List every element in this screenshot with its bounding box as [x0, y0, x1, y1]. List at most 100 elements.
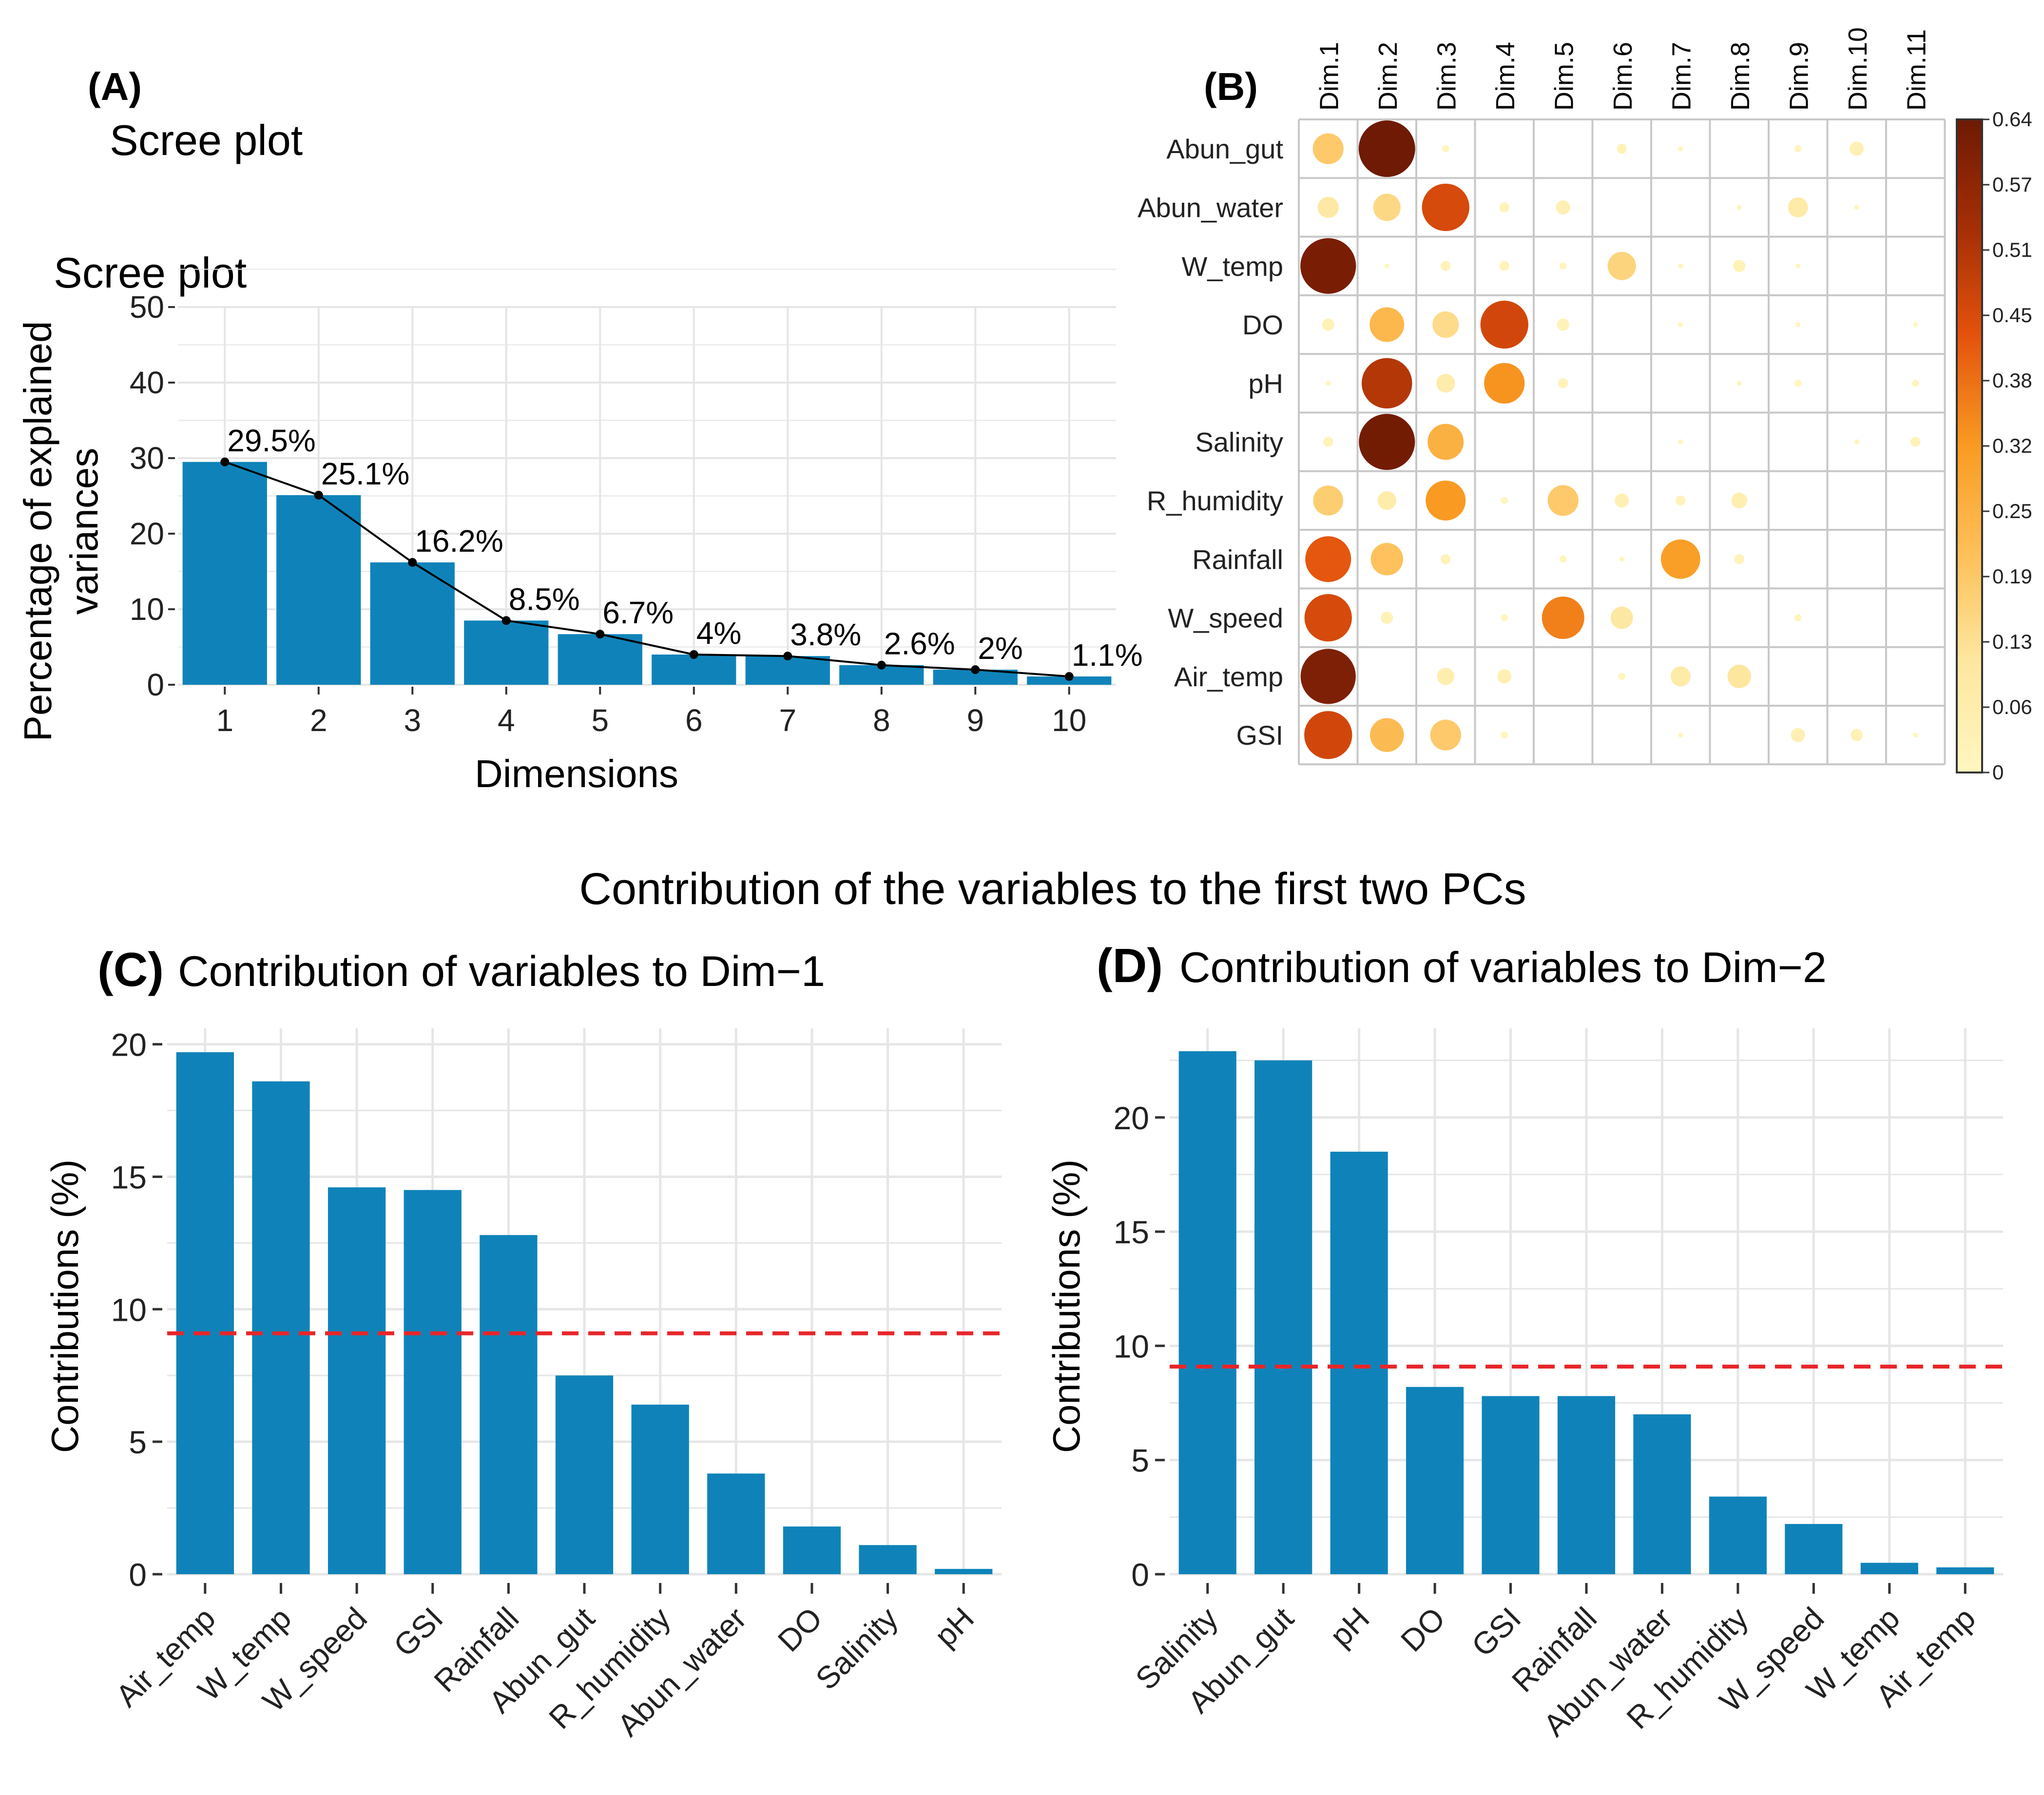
- y-tick-label: 50: [130, 290, 164, 325]
- bar-W_temp: [252, 1081, 310, 1574]
- data-label: 6.7%: [602, 595, 674, 630]
- data-label: 29.5%: [227, 423, 315, 458]
- panel-d-y-axis-label: Contributions (%): [1045, 1159, 1088, 1453]
- panel-b-color-legend: [1956, 118, 1983, 773]
- panel-cd-suptitle: Contribution of the variables to the fir…: [579, 864, 1526, 914]
- row-label: Rainfall: [1192, 544, 1283, 575]
- scree-point: [408, 558, 417, 567]
- data-label: 3.8%: [790, 617, 861, 652]
- legend-tick-label: 0.57: [1992, 173, 2032, 196]
- bar-Abun_gut: [555, 1375, 614, 1574]
- scree-line: [224, 461, 1069, 677]
- bar-dim-5: [558, 634, 642, 685]
- corr-circle: [1854, 439, 1859, 444]
- y-tick-label: 0: [129, 1557, 147, 1593]
- corr-circle: [1913, 733, 1918, 738]
- corr-circle: [1558, 378, 1568, 388]
- corr-circle: [1432, 311, 1459, 338]
- corr-circle: [1480, 300, 1528, 349]
- legend-tick-label: 0.25: [1992, 500, 2032, 522]
- bar-Abun_gut: [1254, 1060, 1312, 1574]
- bar-DO: [783, 1526, 841, 1574]
- bar-pH: [1330, 1152, 1388, 1574]
- y-tick-label: 0: [1131, 1557, 1149, 1593]
- bar-Abun_water: [707, 1473, 765, 1574]
- corr-circle: [1851, 729, 1863, 741]
- corr-circle: [1727, 664, 1751, 688]
- corr-circle: [1734, 554, 1745, 564]
- corr-circle: [1312, 133, 1344, 164]
- corr-circle: [1313, 485, 1344, 516]
- corr-circle: [1499, 261, 1510, 271]
- data-label: 25.1%: [321, 456, 409, 491]
- corr-circle: [1675, 495, 1686, 506]
- corr-circle: [1501, 614, 1508, 621]
- row-label: W_temp: [1182, 251, 1284, 282]
- panel-b-label: (B): [1204, 65, 1258, 108]
- x-tick-label: 6: [685, 703, 703, 738]
- panel-c-label: (C): [97, 943, 164, 996]
- corr-circle: [1556, 200, 1570, 214]
- bar-Abun_water: [1633, 1414, 1691, 1574]
- bar-dim-6: [652, 655, 736, 685]
- corr-circle: [1617, 143, 1627, 154]
- bar-GSI: [404, 1190, 462, 1574]
- legend-tick-label: 0.19: [1992, 565, 2032, 588]
- corr-circle: [1370, 543, 1403, 576]
- panel-b-correlation-plot: (B) Dim.1 Dim.2 Dim.3 Dim.4 Dim.5 Dim.6 Dim.7 D…: [1138, 27, 2032, 784]
- bar-dim-2: [276, 495, 361, 685]
- scree-point: [314, 490, 323, 500]
- x-tick-label: Salinity: [809, 1601, 905, 1697]
- x-tick-label: GSI: [387, 1601, 450, 1663]
- bar-dim-1: [182, 462, 267, 685]
- scree-point: [689, 650, 698, 659]
- scree-point: [877, 660, 886, 670]
- y-tick-label: 15: [111, 1159, 147, 1195]
- x-tick-label: pH: [1323, 1601, 1376, 1654]
- bar-GSI: [1482, 1396, 1540, 1574]
- corr-circle: [1436, 374, 1455, 393]
- corr-circle: [1304, 594, 1352, 642]
- col-label: Dim.9: [1784, 42, 1813, 111]
- x-tick-label: 9: [966, 703, 984, 738]
- row-label: Abun_gut: [1166, 134, 1283, 164]
- corr-circle: [1501, 497, 1508, 504]
- panel-d-label: (D): [1097, 939, 1163, 992]
- col-label: Dim.4: [1491, 42, 1520, 111]
- panel-d-title: Contribution of variables to Dim−2: [1179, 943, 1827, 991]
- col-label: Dim.10: [1843, 27, 1872, 111]
- y-tick-label: 5: [1131, 1443, 1149, 1479]
- corr-circle: [1358, 120, 1415, 177]
- corr-circle: [1678, 733, 1683, 738]
- corr-circle: [1373, 193, 1401, 221]
- scree-point: [596, 630, 605, 639]
- x-tick-label: 4: [498, 703, 515, 738]
- panel-a-y-axis-label-line2: variances: [62, 448, 106, 615]
- corr-circle: [1437, 668, 1455, 685]
- panel-a-title: Scree plot: [54, 249, 247, 297]
- x-tick-label: 2: [310, 703, 328, 738]
- bar-DO: [1406, 1387, 1464, 1574]
- corr-circle: [1660, 539, 1700, 579]
- corr-circle: [1326, 381, 1331, 386]
- corr-circle: [1560, 556, 1567, 563]
- corr-circle: [1618, 673, 1625, 680]
- col-label: Dim.6: [1608, 42, 1638, 111]
- x-tick-label: DO: [1394, 1601, 1452, 1659]
- y-tick-label: 5: [129, 1424, 147, 1460]
- legend-tick-label: 0.32: [1992, 434, 2032, 457]
- bar-dim-3: [370, 562, 455, 685]
- panel-c-dim1-contributions: (C) Contribution of variables to Dim−1 0…: [43, 943, 1002, 1743]
- y-tick-label: 10: [1114, 1328, 1149, 1364]
- corr-circle: [1794, 614, 1802, 621]
- corr-circle: [1910, 437, 1921, 447]
- row-label: DO: [1242, 309, 1283, 340]
- corr-circle: [1497, 669, 1512, 684]
- panel-c-title: Contribution of variables to Dim−1: [178, 947, 825, 995]
- corr-circle: [1442, 145, 1449, 153]
- corr-circle: [1369, 307, 1405, 342]
- corr-circle: [1317, 196, 1339, 218]
- corr-circle: [1440, 554, 1451, 564]
- corr-circle: [1913, 322, 1918, 328]
- x-tick-label: pH: [927, 1601, 981, 1654]
